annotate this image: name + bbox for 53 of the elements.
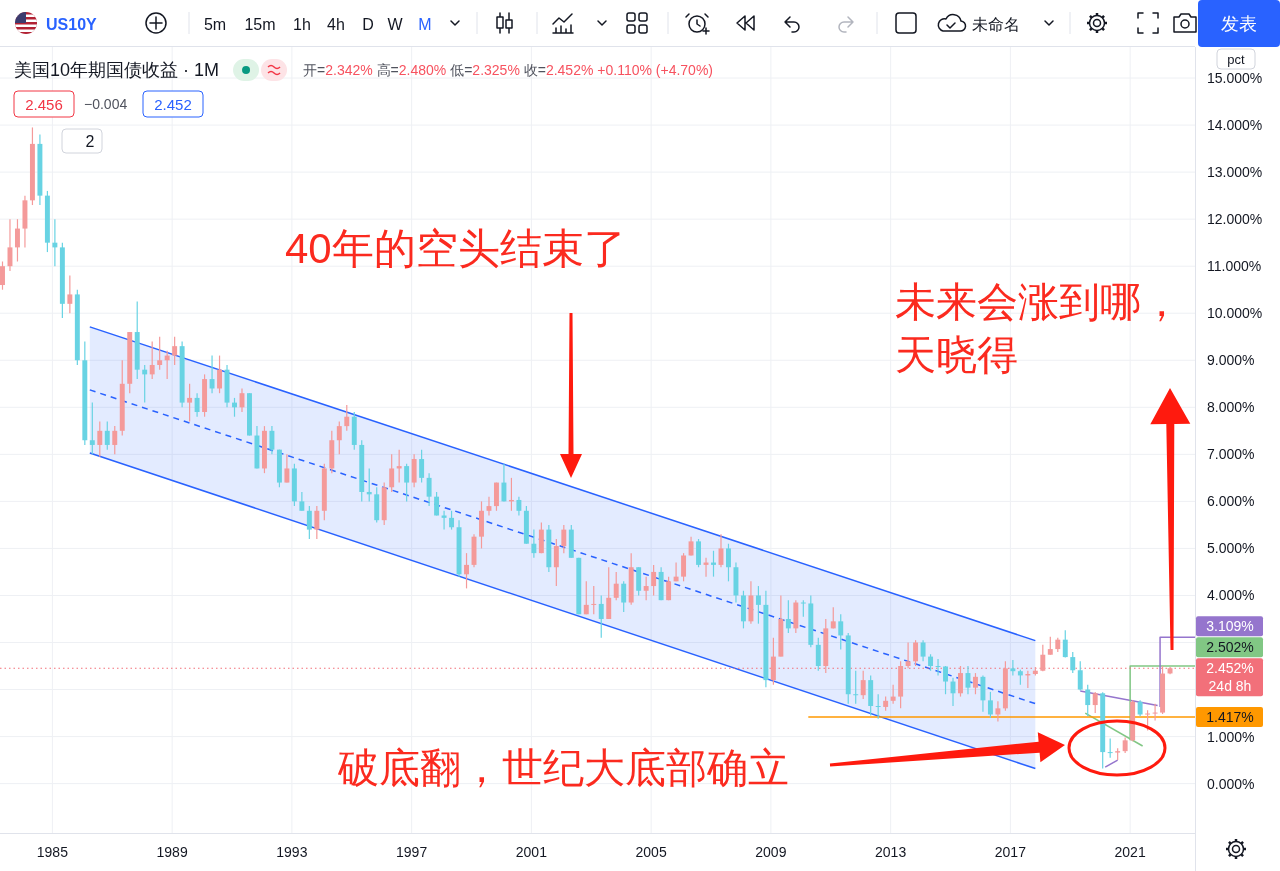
y-tick-label: 12.000%	[1207, 211, 1263, 228]
text: 开=2.342% 高=2.480% 低=2.325% 收=2.452% +0.110% (+4.70%)	[303, 62, 713, 78]
y-tick-label: 10.000%	[1207, 305, 1263, 322]
text: W	[387, 15, 404, 33]
annotation: −0.004	[84, 96, 128, 112]
y-tick-label: 5.000%	[1207, 540, 1255, 557]
data-label: 1.417%	[1206, 708, 1254, 725]
price-label: 2.502%	[1196, 637, 1263, 658]
x-tick-label: 2017	[994, 844, 1027, 860]
y-tick-label: 1.000%	[1207, 728, 1255, 745]
y-tick-label: 8.000%	[1207, 399, 1255, 416]
ref-line-label: 2.452% 24d 8h	[1206, 660, 1254, 695]
price-label: 2.452% 24d 8h	[1196, 658, 1263, 697]
text: 4h	[327, 15, 345, 33]
price-label: 1.417%	[1196, 706, 1263, 727]
y-tick-label: 9.000%	[1207, 352, 1255, 369]
annotation: 天晓得	[895, 332, 1018, 378]
x-tick-label: 1993	[276, 844, 308, 860]
x-tick-label: 2009	[755, 844, 787, 860]
annotation: 2	[85, 132, 95, 150]
x-tick-label: 2013	[875, 844, 907, 860]
data-label: 2.502%	[1206, 639, 1254, 656]
text: 1h	[293, 15, 311, 33]
y-tick-label: 0.000%	[1207, 775, 1255, 792]
text: 15m	[244, 15, 276, 33]
x-tick-label: 1989	[156, 844, 188, 860]
y-tick-label: 4.000%	[1207, 587, 1255, 604]
x-tick-label: 2001	[515, 844, 548, 860]
text: 美国10年期国债收益 · 1M	[14, 60, 220, 80]
text: 5m	[203, 15, 227, 33]
data-label: 3.109%	[1206, 618, 1254, 635]
y-tick-label: 6.000%	[1207, 493, 1255, 510]
text: M	[418, 15, 432, 33]
text: pct	[1227, 51, 1246, 67]
annotation: 40年的空头结束了	[285, 224, 626, 272]
annotation: 破底翻，世纪大底部确立	[337, 745, 789, 791]
x-tick-label: 1997	[396, 844, 428, 860]
x-tick-label: 2021	[1114, 844, 1146, 860]
annotation: 2.456	[25, 95, 63, 113]
x-tick-label: 1985	[36, 844, 69, 860]
y-tick-label: 11.000%	[1207, 258, 1262, 275]
y-tick-label: 7.000%	[1207, 446, 1255, 463]
text: 未命名	[972, 15, 1020, 33]
text: US10Y	[46, 15, 98, 33]
price-label: 3.109%	[1196, 616, 1263, 637]
text: 发表	[1221, 14, 1257, 34]
y-tick-label: 13.000%	[1207, 164, 1263, 181]
y-tick-label: 15.000%	[1207, 70, 1263, 87]
y-tick-label: 14.000%	[1207, 117, 1263, 134]
x-tick-label: 2005	[635, 844, 667, 860]
annotation: 2.452	[154, 95, 192, 113]
annotation: 未来会涨到哪，	[895, 279, 1182, 325]
text: D	[362, 15, 374, 33]
